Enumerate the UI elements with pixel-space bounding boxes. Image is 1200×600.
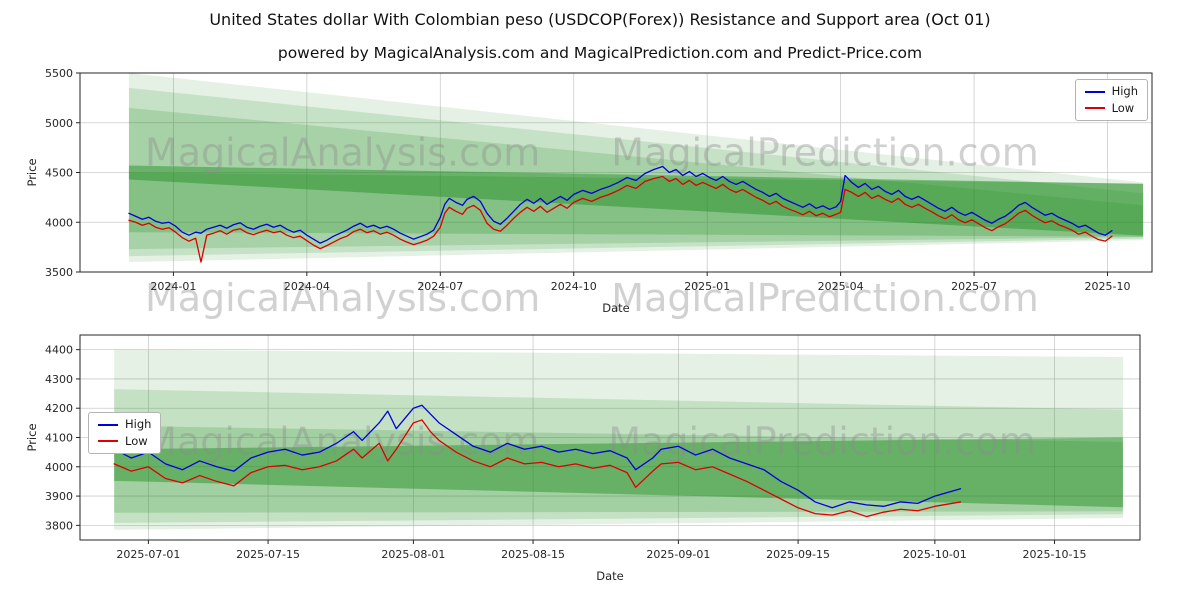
watermark-text: MagicalAnalysis.com — [144, 420, 539, 464]
legend-label-high: High — [1111, 84, 1138, 98]
y-tick-label: 3900 — [45, 490, 73, 503]
x-tick-label: 2025-04 — [818, 280, 864, 293]
low-line — [128, 175, 1113, 263]
x-tick-label: 2025-08-15 — [501, 548, 565, 561]
overview-chart: MagicalAnalysis.com MagicalPrediction.com… — [25, 67, 1153, 320]
y-tick-label: 3500 — [45, 266, 73, 279]
legend-entry-low: Low — [98, 433, 151, 448]
x-tick-label: 2025-10 — [1085, 280, 1131, 293]
legend-entry-high: High — [1084, 84, 1138, 98]
x-tick-label: 2025-09-15 — [766, 548, 830, 561]
y-tick-label: 4300 — [45, 373, 73, 386]
y-tick-label: 4400 — [45, 344, 73, 357]
x-axis-label: Date — [602, 301, 630, 315]
figure-subtitle: powered by MagicalAnalysis.com and Magic… — [277, 44, 923, 62]
watermark-text: MagicalPrediction.com — [611, 276, 1039, 320]
detail-chart: MagicalAnalysis.com MagicalPrediction.com… — [25, 334, 1141, 583]
x-tick-label: 2025-09-01 — [646, 548, 710, 561]
legend-label-high: High — [125, 417, 152, 431]
watermark-text: MagicalPrediction.com — [611, 131, 1039, 175]
x-tick-label: 2025-10-15 — [1023, 548, 1087, 561]
low-line-swatch — [1084, 107, 1105, 110]
x-tick-label: 2025-07-15 — [236, 548, 300, 561]
figure-title: United States dollar With Colombian peso… — [209, 10, 991, 29]
legend-entry-high: High — [98, 417, 152, 431]
y-tick-label: 3800 — [45, 519, 73, 532]
legend-overview: High Low — [1074, 79, 1148, 121]
legend-entry-low: Low — [1084, 100, 1138, 115]
support-resistance-band — [128, 172, 1144, 237]
x-tick-label: 2024-01 — [150, 280, 196, 293]
legend-label-low: Low — [1111, 100, 1135, 115]
x-tick-label: 2025-07 — [951, 280, 997, 293]
x-tick-label: 2025-07-01 — [116, 548, 180, 561]
y-tick-label: 5500 — [45, 67, 73, 80]
y-tick-label: 4200 — [45, 402, 73, 415]
legend-label-low: Low — [125, 433, 148, 448]
support-resistance-band — [128, 73, 1144, 263]
x-tick-label: 2024-07 — [417, 280, 463, 293]
y-tick-label: 5000 — [45, 117, 73, 130]
watermark-text: MagicalAnalysis.com — [145, 131, 540, 175]
high-line — [113, 404, 962, 509]
legend-detail: High Low — [88, 412, 162, 454]
high-line-swatch — [1084, 90, 1105, 93]
high-line — [128, 165, 1113, 244]
y-tick-label: 4100 — [45, 432, 73, 445]
watermark-text: MagicalPrediction.com — [608, 420, 1036, 464]
high-line-swatch — [98, 423, 118, 426]
x-tick-label: 2025-01 — [684, 280, 730, 293]
support-resistance-band — [128, 165, 1144, 236]
x-tick-label: 2024-10 — [551, 280, 597, 293]
y-axis-label: Price — [25, 423, 39, 451]
support-resistance-band — [114, 389, 1123, 524]
low-line — [113, 419, 962, 518]
x-tick-label: 2025-08-01 — [381, 548, 445, 561]
y-tick-label: 4500 — [45, 167, 73, 180]
x-tick-label: 2024-04 — [284, 280, 330, 293]
y-axis-label: Price — [25, 158, 39, 186]
x-axis-label: Date — [596, 569, 624, 583]
y-tick-label: 4000 — [45, 461, 73, 474]
x-tick-label: 2025-10-01 — [903, 548, 967, 561]
support-resistance-band — [128, 107, 1144, 250]
low-line-swatch — [98, 440, 118, 443]
watermark-text: MagicalAnalysis.com — [145, 276, 540, 320]
support-resistance-band — [114, 349, 1123, 530]
support-resistance-band — [128, 87, 1144, 257]
y-tick-label: 4000 — [45, 216, 73, 229]
